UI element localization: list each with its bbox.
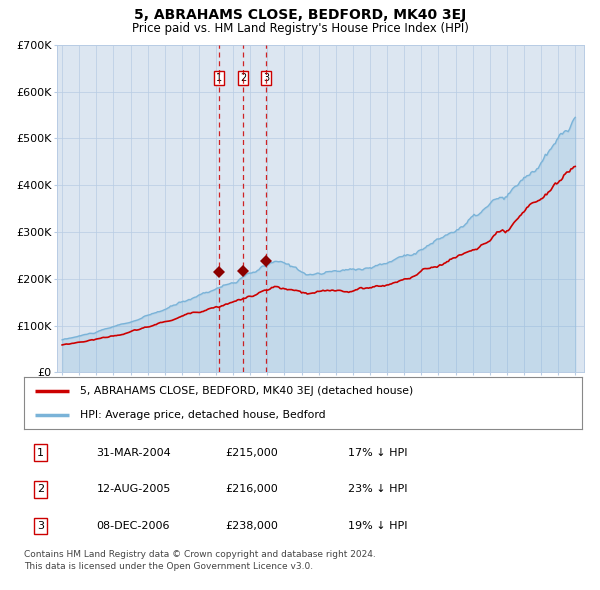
Text: Price paid vs. HM Land Registry's House Price Index (HPI): Price paid vs. HM Land Registry's House … <box>131 22 469 35</box>
Text: 08-DEC-2006: 08-DEC-2006 <box>97 521 170 531</box>
Text: Contains HM Land Registry data © Crown copyright and database right 2024.
This d: Contains HM Land Registry data © Crown c… <box>24 550 376 571</box>
Text: 1: 1 <box>37 448 44 458</box>
Text: 3: 3 <box>37 521 44 531</box>
Text: £215,000: £215,000 <box>225 448 278 458</box>
Text: HPI: Average price, detached house, Bedford: HPI: Average price, detached house, Bedf… <box>80 410 325 420</box>
Text: 23% ↓ HPI: 23% ↓ HPI <box>347 484 407 494</box>
Text: 19% ↓ HPI: 19% ↓ HPI <box>347 521 407 531</box>
Text: 12-AUG-2005: 12-AUG-2005 <box>97 484 171 494</box>
Text: 5, ABRAHAMS CLOSE, BEDFORD, MK40 3EJ: 5, ABRAHAMS CLOSE, BEDFORD, MK40 3EJ <box>134 8 466 22</box>
Text: 2: 2 <box>37 484 44 494</box>
Text: £216,000: £216,000 <box>225 484 278 494</box>
Text: 17% ↓ HPI: 17% ↓ HPI <box>347 448 407 458</box>
Text: 1: 1 <box>216 73 222 83</box>
Text: £238,000: £238,000 <box>225 521 278 531</box>
Text: 3: 3 <box>263 73 269 83</box>
Text: 5, ABRAHAMS CLOSE, BEDFORD, MK40 3EJ (detached house): 5, ABRAHAMS CLOSE, BEDFORD, MK40 3EJ (de… <box>80 386 413 396</box>
Text: 2: 2 <box>240 73 246 83</box>
Text: 31-MAR-2004: 31-MAR-2004 <box>97 448 171 458</box>
